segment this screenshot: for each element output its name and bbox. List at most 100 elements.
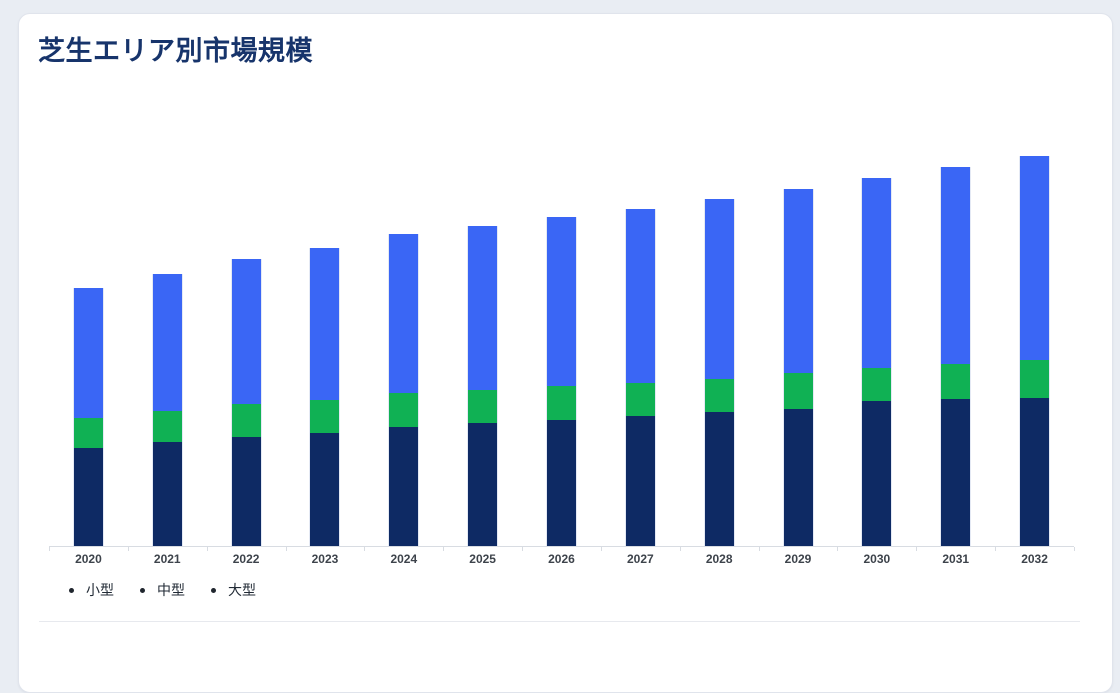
stacked-bar-2023[interactable]	[309, 248, 341, 547]
axis-tick	[758, 547, 760, 552]
legend-label: 小型	[86, 582, 114, 599]
axis-tick	[206, 547, 208, 552]
bar-segment-小型-2020[interactable]	[73, 448, 103, 547]
legend-label: 中型	[157, 582, 185, 599]
bar-column-2032	[995, 156, 1074, 547]
legend-bullet-icon	[69, 587, 74, 593]
axis-tick	[679, 547, 681, 552]
chart-area: 2020 2021 2022 2023 2024 2025 2026 2027 2028 2029…	[49, 156, 1075, 567]
bar-segment-大型-2025[interactable]	[468, 226, 498, 391]
bar-column-2022	[207, 156, 286, 547]
legend-item-大型[interactable]: 大型	[211, 580, 256, 600]
stacked-bar-2027[interactable]	[624, 209, 656, 547]
x-tick-label-2022: 2022	[232, 552, 260, 567]
axis-tick	[916, 547, 918, 552]
bar-segment-小型-2028[interactable]	[704, 412, 734, 547]
bar-segment-中型-2021[interactable]	[152, 411, 182, 443]
bar-segment-中型-2031[interactable]	[941, 364, 971, 400]
bar-column-2020	[49, 156, 128, 547]
bar-segment-小型-2031[interactable]	[941, 399, 971, 547]
bar-segment-大型-2021[interactable]	[152, 274, 182, 412]
x-tick-label-2023: 2023	[311, 552, 339, 567]
bar-segment-大型-2030[interactable]	[862, 178, 892, 369]
bar-segment-小型-2023[interactable]	[310, 433, 340, 547]
axis-tick	[837, 547, 839, 552]
axis-tick	[127, 547, 129, 552]
x-tick-label-2027: 2027	[626, 552, 654, 567]
x-tick-label-2021: 2021	[153, 552, 181, 567]
bar-segment-小型-2030[interactable]	[862, 401, 892, 547]
stacked-bar-2024[interactable]	[388, 234, 420, 547]
bar-segment-小型-2027[interactable]	[625, 416, 655, 547]
bar-segment-大型-2031[interactable]	[941, 167, 971, 365]
bar-segment-中型-2032[interactable]	[1020, 360, 1050, 399]
legend: 小型 中型 大型	[69, 580, 1112, 600]
stacked-bar-2026[interactable]	[545, 217, 577, 547]
bar-column-2029	[759, 156, 838, 547]
bar-segment-中型-2028[interactable]	[704, 379, 734, 413]
bar-segment-大型-2028[interactable]	[704, 199, 734, 380]
legend-bullet-icon	[140, 587, 145, 593]
bar-column-2023	[286, 156, 365, 547]
axis-tick	[285, 547, 287, 552]
bar-column-2025	[443, 156, 522, 547]
bar-segment-大型-2026[interactable]	[546, 217, 576, 387]
legend-item-小型[interactable]: 小型	[69, 580, 114, 600]
stacked-bar-2029[interactable]	[782, 189, 814, 547]
card-divider	[39, 621, 1080, 623]
stacked-bar-2032[interactable]	[1019, 156, 1051, 547]
bar-segment-中型-2030[interactable]	[862, 368, 892, 402]
bar-segment-小型-2025[interactable]	[468, 423, 498, 547]
axis-tick	[443, 547, 445, 552]
legend-bullet-icon	[211, 587, 216, 593]
bar-segment-中型-2029[interactable]	[783, 373, 813, 410]
bar-segment-小型-2032[interactable]	[1020, 398, 1050, 547]
bar-segment-中型-2023[interactable]	[310, 400, 340, 434]
bar-column-2027	[601, 156, 680, 547]
bar-segment-小型-2024[interactable]	[389, 427, 419, 547]
plot-area	[49, 156, 1074, 547]
bar-column-2028	[680, 156, 759, 547]
x-tick-label-2026: 2026	[548, 552, 575, 567]
bar-segment-中型-2027[interactable]	[625, 383, 655, 417]
bar-segment-小型-2022[interactable]	[231, 437, 261, 547]
bar-segment-大型-2023[interactable]	[310, 248, 340, 401]
legend-item-中型[interactable]: 中型	[140, 580, 185, 600]
axis-tick	[600, 547, 602, 552]
x-tick-label-2031: 2031	[942, 552, 970, 567]
stacked-bar-2020[interactable]	[72, 288, 104, 547]
x-axis-line	[49, 546, 1075, 552]
x-tick-label-2025: 2025	[469, 552, 496, 567]
x-tick-label-2020: 2020	[75, 552, 102, 567]
bar-segment-小型-2029[interactable]	[783, 409, 813, 547]
bar-segment-大型-2020[interactable]	[73, 288, 103, 419]
bar-segment-大型-2029[interactable]	[783, 189, 813, 374]
bar-segment-大型-2032[interactable]	[1020, 156, 1050, 361]
bar-segment-大型-2024[interactable]	[389, 234, 419, 394]
stacked-bar-2021[interactable]	[151, 274, 183, 547]
bar-segment-大型-2022[interactable]	[231, 259, 261, 405]
stacked-bar-2031[interactable]	[940, 167, 972, 547]
axis-tick	[49, 547, 50, 552]
bar-segment-小型-2021[interactable]	[152, 442, 182, 547]
axis-tick	[522, 547, 524, 552]
x-tick-label-2029: 2029	[784, 552, 812, 567]
chart-title: 芝生エリア別市場規模	[38, 36, 313, 66]
bar-segment-小型-2026[interactable]	[546, 420, 576, 547]
bar-column-2030	[837, 156, 916, 547]
stacked-bar-2028[interactable]	[703, 199, 735, 547]
bar-segment-中型-2024[interactable]	[389, 393, 419, 428]
stacked-bar-2022[interactable]	[230, 259, 262, 547]
axis-tick	[1074, 547, 1075, 552]
bar-segment-中型-2026[interactable]	[546, 386, 576, 421]
bar-segment-中型-2022[interactable]	[231, 404, 261, 438]
stacked-bar-2030[interactable]	[861, 178, 893, 547]
axis-tick	[995, 547, 997, 552]
stacked-bar-2025[interactable]	[467, 226, 499, 547]
bar-segment-中型-2020[interactable]	[73, 418, 103, 449]
x-tick-label-2028: 2028	[705, 552, 733, 567]
x-tick-label-2032: 2032	[1021, 552, 1048, 567]
bar-segment-中型-2025[interactable]	[468, 390, 498, 424]
chart-card: 芝生エリア別市場規模 2020 2021 2022 2023 2024 2025 2026 2…	[18, 13, 1113, 693]
bar-segment-大型-2027[interactable]	[625, 209, 655, 384]
